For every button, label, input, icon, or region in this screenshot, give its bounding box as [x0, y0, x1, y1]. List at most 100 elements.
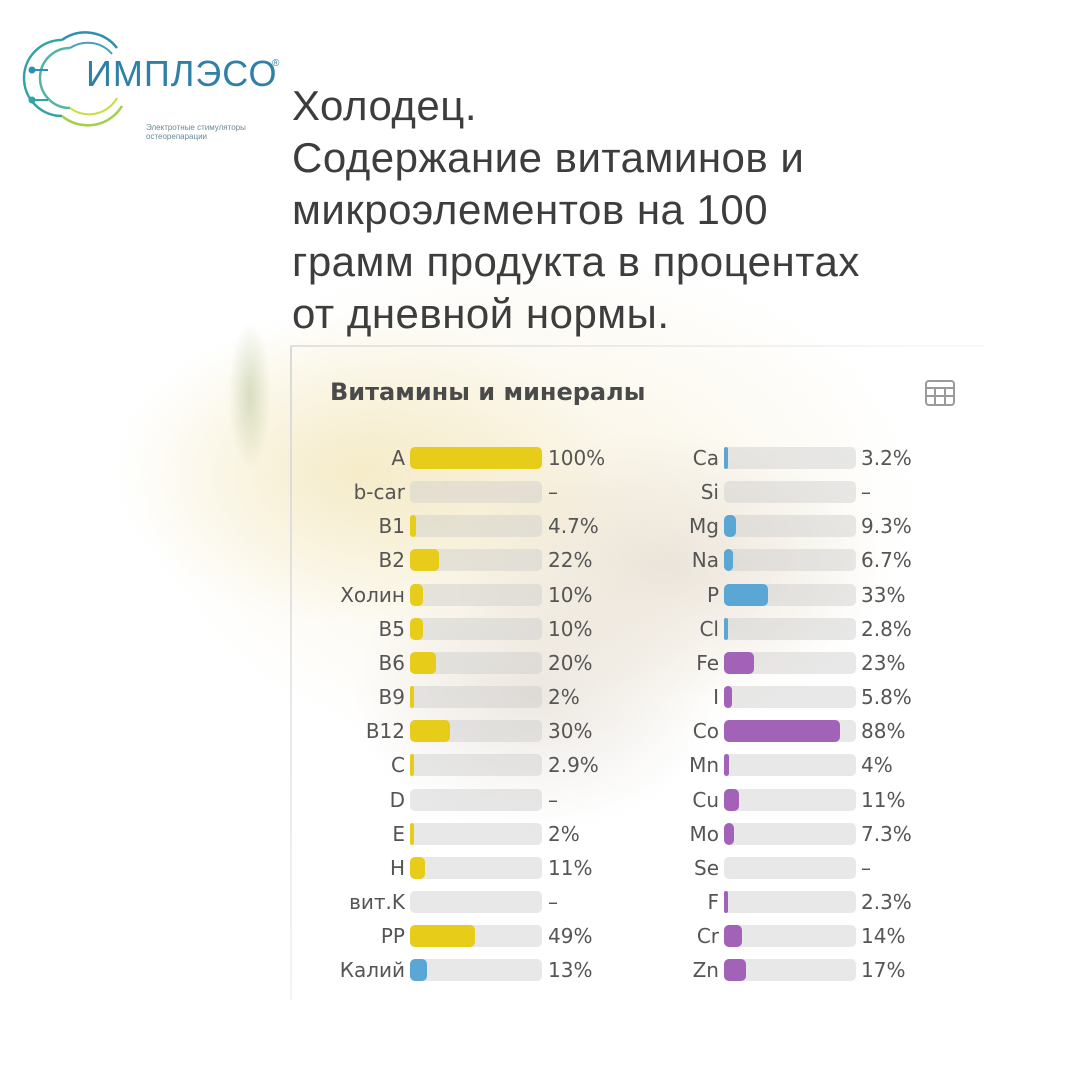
bar-track	[410, 789, 542, 811]
bar-fill	[410, 584, 424, 606]
bar-fill	[410, 959, 428, 981]
value-label: 11%	[548, 856, 593, 880]
bar-track	[724, 789, 856, 811]
bar-track	[724, 754, 856, 776]
chart-row: b-car –	[0, 479, 1080, 505]
value-label: 2.3%	[861, 890, 912, 914]
value-label: 9.3%	[861, 514, 912, 538]
chart-row: C 2.9%	[0, 752, 1080, 778]
bar-fill	[724, 652, 755, 674]
bar-fill	[410, 515, 417, 537]
bar-track	[724, 549, 856, 571]
nutrient-label: Mg	[689, 514, 719, 538]
chart-row: Cu 11%	[0, 787, 1080, 813]
chart-row: Zn 17%	[0, 957, 1080, 983]
nutrient-label: b-car	[353, 480, 405, 504]
bar-fill	[724, 789, 739, 811]
nutrient-label: B6	[378, 651, 405, 675]
nutrient-label: C	[391, 753, 405, 777]
value-label: 30%	[548, 719, 593, 743]
nutrient-label: Mn	[689, 753, 719, 777]
value-label: 22%	[548, 548, 593, 572]
nutrient-label: D	[389, 788, 405, 812]
bar-track	[410, 925, 542, 947]
chart-row: P 33%	[0, 582, 1080, 608]
nutrient-label: Zn	[692, 958, 719, 982]
chart-row: Cr 14%	[0, 923, 1080, 949]
background-jelly-image	[95, 215, 975, 855]
nutrient-label: B5	[378, 617, 405, 641]
value-label: 4%	[861, 753, 893, 777]
value-label: 2%	[548, 822, 580, 846]
bar-fill	[410, 857, 425, 879]
chart-row: B5 10%	[0, 616, 1080, 642]
nutrient-label: Калий	[339, 958, 405, 982]
nutrient-label: P	[706, 583, 719, 607]
nutrient-label: PP	[380, 924, 405, 948]
bar-fill	[410, 549, 440, 571]
nutrient-label: Ca	[692, 446, 719, 470]
value-label: –	[861, 480, 871, 504]
chart-row: B6 20%	[0, 650, 1080, 676]
nutrient-label: Na	[691, 548, 719, 572]
bar-track	[724, 857, 856, 879]
bar-track	[724, 447, 856, 469]
chart-row: I 5.8%	[0, 684, 1080, 710]
nutrient-label: Si	[700, 480, 719, 504]
bar-fill	[410, 823, 414, 845]
bar-track	[410, 549, 542, 571]
bar-fill	[724, 549, 733, 571]
value-label: 20%	[548, 651, 593, 675]
card-border-left	[290, 345, 292, 1000]
chart-row: Na 6.7%	[0, 547, 1080, 573]
bar-fill	[724, 686, 732, 708]
nutrient-label: A	[391, 446, 405, 470]
value-label: 10%	[548, 583, 593, 607]
chart-row: F 2.3%	[0, 889, 1080, 915]
nutrient-label: Se	[694, 856, 719, 880]
bar-fill	[724, 618, 728, 640]
card-border-top	[290, 345, 985, 347]
bar-fill	[410, 720, 450, 742]
heading-line-3: микроэлементов на 100	[292, 186, 769, 233]
bar-track	[410, 686, 542, 708]
bar-fill	[410, 686, 414, 708]
bar-track	[724, 823, 856, 845]
value-label: 2.9%	[548, 753, 599, 777]
bar-fill	[410, 652, 437, 674]
value-label: –	[861, 856, 871, 880]
chart-row: B2 22%	[0, 547, 1080, 573]
bar-track	[410, 618, 542, 640]
chart-row: Mo 7.3%	[0, 821, 1080, 847]
chart-row: B12 30%	[0, 718, 1080, 744]
logo-wordmark: ИМПЛЭСО	[86, 53, 278, 94]
nutrient-label: B1	[378, 514, 405, 538]
chart-row: PP 49%	[0, 923, 1080, 949]
value-label: 11%	[861, 788, 906, 812]
bar-fill	[724, 925, 743, 947]
logo-tagline-line2: остеорепарации	[146, 132, 208, 141]
bar-track	[410, 720, 542, 742]
chart-row: A 100%	[0, 445, 1080, 471]
bar-fill	[724, 823, 734, 845]
bar-track	[410, 515, 542, 537]
bar-track	[410, 584, 542, 606]
chart-row: Se –	[0, 855, 1080, 881]
bar-track	[410, 652, 542, 674]
bar-track	[724, 686, 856, 708]
chart-row: E 2%	[0, 821, 1080, 847]
value-label: 5.8%	[861, 685, 912, 709]
heading-line-5: от дневной нормы.	[292, 290, 670, 337]
value-label: 2.8%	[861, 617, 912, 641]
heading-line-4: грамм продукта в процентах	[292, 238, 860, 285]
bar-fill	[724, 515, 737, 537]
value-label: 33%	[861, 583, 906, 607]
value-label: 17%	[861, 958, 906, 982]
value-label: 88%	[861, 719, 906, 743]
value-label: 100%	[548, 446, 606, 470]
bar-fill	[410, 925, 475, 947]
chart-row: Cl 2.8%	[0, 616, 1080, 642]
table-icon[interactable]	[925, 380, 955, 406]
bar-track	[410, 447, 542, 469]
value-label: –	[548, 788, 558, 812]
